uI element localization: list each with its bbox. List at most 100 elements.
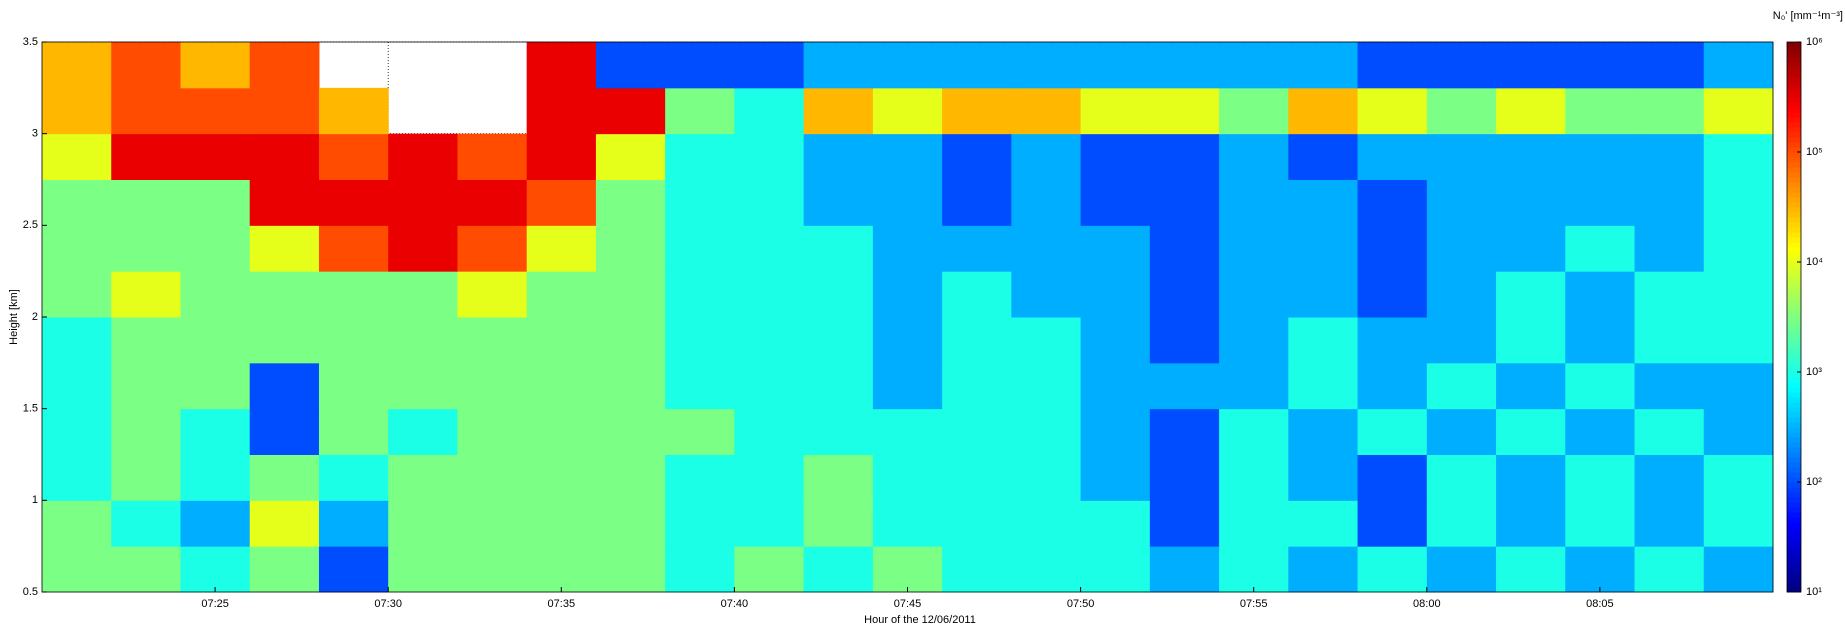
heatmap-cell — [1496, 225, 1566, 272]
heatmap-cell — [526, 179, 597, 226]
colorbar-swatch — [1787, 87, 1801, 93]
colorbar-swatch — [1787, 57, 1801, 63]
colorbar-swatch — [1787, 372, 1801, 378]
heatmap-cell — [1634, 317, 1705, 364]
colorbar-swatch — [1787, 392, 1801, 398]
heatmap-cell — [1219, 317, 1289, 364]
heatmap-cell — [942, 546, 1012, 593]
heatmap-cell — [595, 87, 666, 135]
heatmap-cell — [1080, 225, 1151, 272]
heatmap-cell — [1703, 133, 1774, 180]
heatmap-cell — [526, 408, 597, 455]
heatmap-cell — [1634, 133, 1705, 180]
colorbar-swatch — [1787, 207, 1801, 213]
colorbar-swatch — [1787, 137, 1801, 143]
colorbar-swatch — [1787, 522, 1801, 528]
colorbar-swatch — [1787, 517, 1801, 523]
colorbar-swatch — [1787, 102, 1801, 108]
colorbar-swatch — [1787, 257, 1801, 263]
heatmap-cell — [526, 362, 597, 410]
heatmap-cell — [249, 546, 320, 593]
colorbar-swatch — [1787, 402, 1801, 408]
colorbar-swatch — [1787, 442, 1801, 448]
colorbar-swatch — [1787, 77, 1801, 83]
heatmap-cell — [665, 546, 735, 593]
colorbar-swatch — [1787, 437, 1801, 443]
heatmap-cell — [1703, 225, 1774, 272]
colorbar-swatch — [1787, 92, 1801, 98]
colorbar-swatch — [1787, 212, 1801, 218]
colorbar-swatch — [1787, 162, 1801, 168]
heatmap-cell — [1496, 42, 1566, 89]
colorbar-swatch — [1787, 227, 1801, 233]
heatmap-cell — [1357, 225, 1428, 272]
heatmap-cell — [1426, 362, 1497, 410]
colorbar-swatch — [1787, 352, 1801, 358]
heatmap-cell — [1496, 317, 1566, 364]
y-tick-label: 1.5 — [23, 403, 38, 415]
heatmap-cell — [734, 317, 805, 364]
heatmap-cell — [388, 454, 458, 501]
colorbar-swatch — [1787, 307, 1801, 313]
colorbar-swatch — [1787, 502, 1801, 508]
heatmap-cell — [457, 454, 528, 501]
colorbar-swatch — [1787, 72, 1801, 78]
heatmap-cell — [1426, 179, 1497, 226]
heatmap-cell — [1496, 408, 1566, 455]
heatmap-cell — [42, 454, 112, 501]
colorbar-swatch — [1787, 62, 1801, 68]
colorbar-swatch — [1787, 217, 1801, 223]
heatmap-cell — [942, 42, 1012, 89]
colorbar-swatch — [1787, 337, 1801, 343]
heatmap-cell — [665, 500, 735, 547]
heatmap-cell — [595, 271, 666, 318]
heatmap-cell — [1496, 87, 1566, 135]
colorbar-swatch — [1787, 197, 1801, 203]
heatmap-cell — [1149, 317, 1220, 364]
heatmap-cell — [180, 87, 251, 135]
heatmap-cell — [1288, 42, 1359, 89]
heatmap-cell — [457, 225, 528, 272]
heatmap-cell — [180, 362, 251, 410]
heatmap-cell — [1219, 225, 1289, 272]
heatmap-cell — [803, 42, 874, 89]
heatmap-cell — [1080, 454, 1151, 501]
colorbar-swatch — [1787, 537, 1801, 543]
heatmap-cell — [1011, 133, 1082, 180]
heatmap-cell — [180, 454, 251, 501]
heatmap-cell — [1634, 87, 1705, 135]
colorbar-tick-label: 10⁵ — [1806, 146, 1823, 158]
heatmap-cell — [42, 42, 112, 89]
heatmap-cell — [180, 179, 251, 226]
heatmap-cell — [734, 546, 805, 593]
y-tick-label: 3.5 — [23, 36, 38, 48]
colorbar-swatch — [1787, 142, 1801, 148]
heatmap-cell — [1288, 500, 1359, 547]
colorbar-swatch — [1787, 182, 1801, 188]
heatmap-cell — [1703, 408, 1774, 455]
heatmap-cell — [526, 317, 597, 364]
colorbar-swatch — [1787, 332, 1801, 338]
colorbar-swatch — [1787, 122, 1801, 128]
heatmap-cell — [249, 408, 320, 455]
colorbar-swatch — [1787, 512, 1801, 518]
colorbar-swatch — [1787, 467, 1801, 473]
colorbar-swatch — [1787, 297, 1801, 303]
heatmap-cell — [1357, 317, 1428, 364]
heatmap-cell — [665, 271, 735, 318]
heatmap-cell — [872, 500, 943, 547]
colorbar-swatch — [1787, 232, 1801, 238]
heatmap-cell — [734, 225, 805, 272]
heatmap-cell — [526, 133, 597, 180]
colorbar-swatch — [1787, 387, 1801, 393]
colorbar-frame — [1786, 41, 1802, 593]
colorbar-swatch — [1787, 152, 1801, 158]
heatmap-cell — [249, 87, 320, 135]
colorbar-swatch — [1787, 447, 1801, 453]
colorbar-tick-label: 10² — [1806, 476, 1822, 488]
heatmap-cell — [1011, 408, 1082, 455]
heatmap-cell — [803, 225, 874, 272]
heatmap-cell — [111, 42, 181, 89]
heatmap-cell — [1288, 271, 1359, 318]
